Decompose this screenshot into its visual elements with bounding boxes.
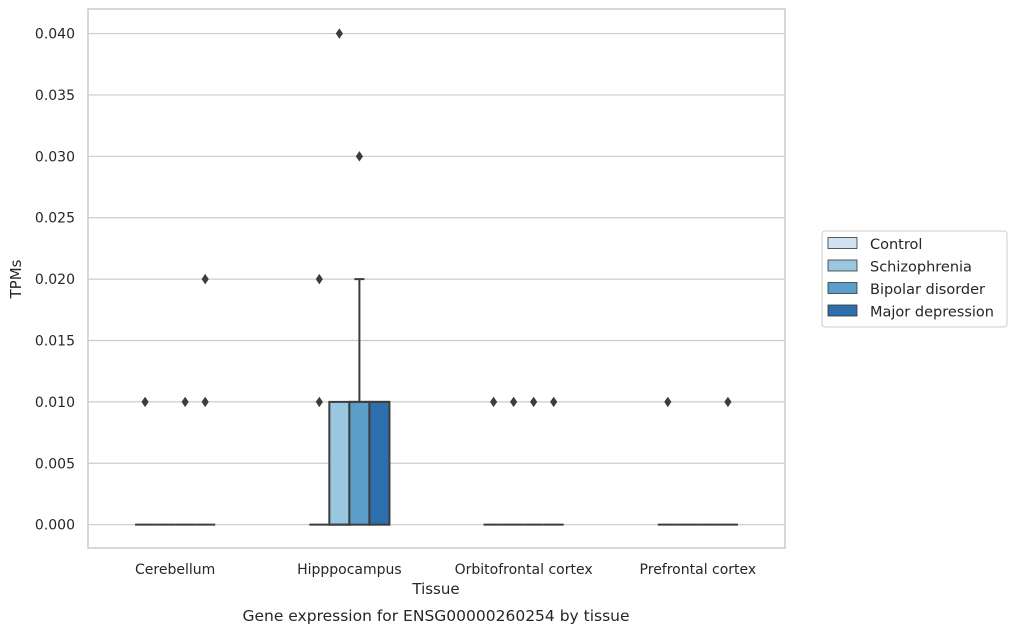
box-1-1 [328,28,351,526]
y-axis-ticks: 0.000 0.005 0.010 0.015 0.020 0.025 0.030 0.035… [35,27,75,534]
legend-item-label: Control [870,237,922,253]
outlier-point [355,151,363,162]
box-1-0 [309,273,330,526]
box-2-2 [523,396,544,526]
box-1-3 [368,400,391,526]
box-2-1 [503,396,524,526]
outlier-point [141,396,149,408]
legend-item-label: Schizophrenia [870,260,972,276]
box-2-3 [543,396,564,526]
legend: Control Schizophrenia Bipolar disorder Majo… [821,230,1008,328]
outlier-point [315,273,323,285]
box-body [368,400,391,526]
y-tick-label: 0.000 [35,518,75,534]
y-tick-label: 0.005 [35,456,75,472]
outlier-point [201,273,209,285]
y-tick-label: 0.020 [35,272,75,288]
y-tick-label: 0.040 [35,27,75,43]
x-tick-label: Hipppocampus [297,562,402,578]
box-plot-marks [135,28,738,526]
outlier-point [550,396,558,408]
y-tick-label: 0.035 [35,88,75,104]
box-0-0 [135,396,156,526]
outlier-point [335,28,343,39]
y-tick-label: 0.030 [35,149,75,165]
x-tick-label: Prefrontal cortex [640,562,757,578]
legend-frame [821,230,1008,328]
y-tick-label: 0.015 [35,334,75,350]
outlier-point [181,396,189,408]
outlier-point [315,396,323,408]
chart-caption: Gene expression for ENSG00000260254 by t… [242,607,629,625]
legend-item-label: Major depression [870,305,994,321]
y-tick-label: 0.010 [35,395,75,411]
legend-swatch [827,304,858,317]
grid-lines [88,32,785,526]
box-0-3 [195,273,216,526]
outlier-point [510,396,518,408]
outlier-point [664,396,672,408]
box-2-0 [483,396,504,526]
x-tick-label: Orbitofrontal cortex [455,562,593,578]
box-body [348,400,371,526]
legend-swatch [827,237,858,249]
plot-frame [87,8,786,549]
outlier-point [530,396,538,408]
outlier-point [724,396,732,408]
box-3-0 [657,396,678,526]
x-tick-label: Cerebellum [135,562,215,578]
box-body [328,400,351,526]
y-tick-label: 0.025 [35,211,75,227]
box-1-2 [348,151,371,526]
legend-item-label: Bipolar disorder [870,282,985,298]
y-axis-label: TPMs [7,259,25,299]
x-axis-ticks: Cerebellum Hipppocampus Orbitofrontal cort… [135,562,756,578]
box-0-2 [175,396,196,526]
outlier-point [489,396,498,408]
legend-swatch [827,259,858,272]
legend-swatch [827,282,858,294]
outlier-point [201,396,209,408]
x-axis-label: Tissue [411,580,459,598]
box-3-3 [717,396,738,526]
